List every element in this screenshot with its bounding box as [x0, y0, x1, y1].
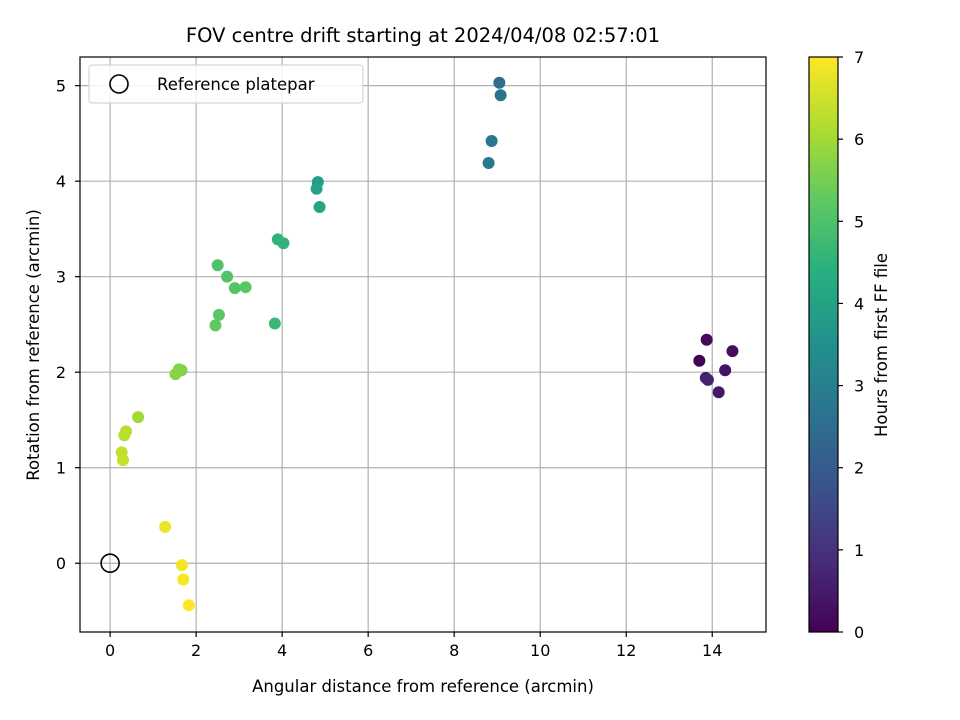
- colorbar-tick-label: 4: [854, 294, 864, 313]
- scatter-point: [277, 237, 290, 250]
- grid-lines: [80, 57, 766, 632]
- x-tick-label: 8: [449, 641, 459, 660]
- x-tick-label: 0: [105, 641, 115, 660]
- scatter-point: [700, 333, 713, 346]
- colorbar-label: Hours from first FF file: [872, 253, 891, 437]
- scatter-point: [209, 319, 222, 332]
- chart-title: FOV centre drift starting at 2024/04/08 …: [186, 24, 660, 47]
- scatter-point: [482, 157, 495, 170]
- x-tick-label: 10: [530, 641, 550, 660]
- plot-area: [80, 57, 766, 632]
- colorbar-tick-label: 1: [854, 541, 864, 560]
- scatter-point: [726, 345, 739, 358]
- scatter-point: [719, 364, 732, 377]
- legend: Reference platepar: [88, 64, 364, 104]
- x-tick-label: 6: [363, 641, 373, 660]
- scatter-point: [485, 135, 498, 148]
- reference-point-marker: [100, 553, 120, 574]
- x-tick-label: 12: [616, 641, 636, 660]
- colorbar-tick-label: 5: [854, 212, 864, 231]
- scatter-point: [494, 89, 507, 102]
- y-tick-label: 1: [56, 459, 66, 478]
- scatter-point: [239, 281, 252, 294]
- plot-frame: [79, 56, 767, 633]
- colorbar-tick-label: 0: [854, 623, 864, 642]
- y-tick-label: 3: [56, 268, 66, 287]
- scatter-point: [177, 573, 190, 586]
- colorbar-tick-label: 2: [854, 459, 864, 478]
- colorbar-tick-label: 7: [854, 48, 864, 67]
- y-tick-label: 0: [56, 554, 66, 573]
- scatter-point: [268, 317, 281, 330]
- scatter-point: [228, 282, 241, 295]
- x-tick-label: 14: [702, 641, 722, 660]
- y-axis-label: Rotation from reference (arcmin): [24, 209, 43, 481]
- legend-box: [88, 64, 364, 104]
- colorbar-tick-label: 6: [854, 130, 864, 149]
- y-tick-label: 4: [56, 172, 66, 191]
- scatter-point: [221, 270, 234, 283]
- colorbar-ticks: 0 1 2 3 4 5 6 7: [838, 48, 864, 642]
- colorbar: [808, 56, 839, 633]
- scatter-point: [182, 599, 195, 612]
- colorbar-tick-label: 3: [854, 377, 864, 396]
- scatter-point: [212, 308, 225, 321]
- scatter-point: [693, 354, 706, 367]
- scatter-point: [313, 200, 326, 213]
- scatter-point: [175, 559, 188, 572]
- scatter-point: [159, 520, 172, 533]
- scatter-point: [712, 386, 725, 399]
- scatter-point: [211, 259, 224, 272]
- x-axis-label: Angular distance from reference (arcmin): [252, 677, 594, 696]
- scatter-point: [118, 429, 131, 442]
- scatter-point: [132, 411, 145, 424]
- scatter-point: [493, 76, 506, 89]
- x-tick-label: 2: [191, 641, 201, 660]
- y-tick-label: 5: [56, 77, 66, 96]
- scatter-point: [117, 454, 130, 467]
- scatter-point: [310, 182, 323, 195]
- x-tick-label: 4: [277, 641, 287, 660]
- scatter-points: [115, 76, 739, 612]
- scatter-point: [169, 368, 182, 381]
- legend-open-circle-icon: [109, 74, 129, 94]
- legend-label: Reference platepar: [157, 75, 315, 94]
- scatter-point: [701, 373, 714, 386]
- y-tick-label: 2: [56, 363, 66, 382]
